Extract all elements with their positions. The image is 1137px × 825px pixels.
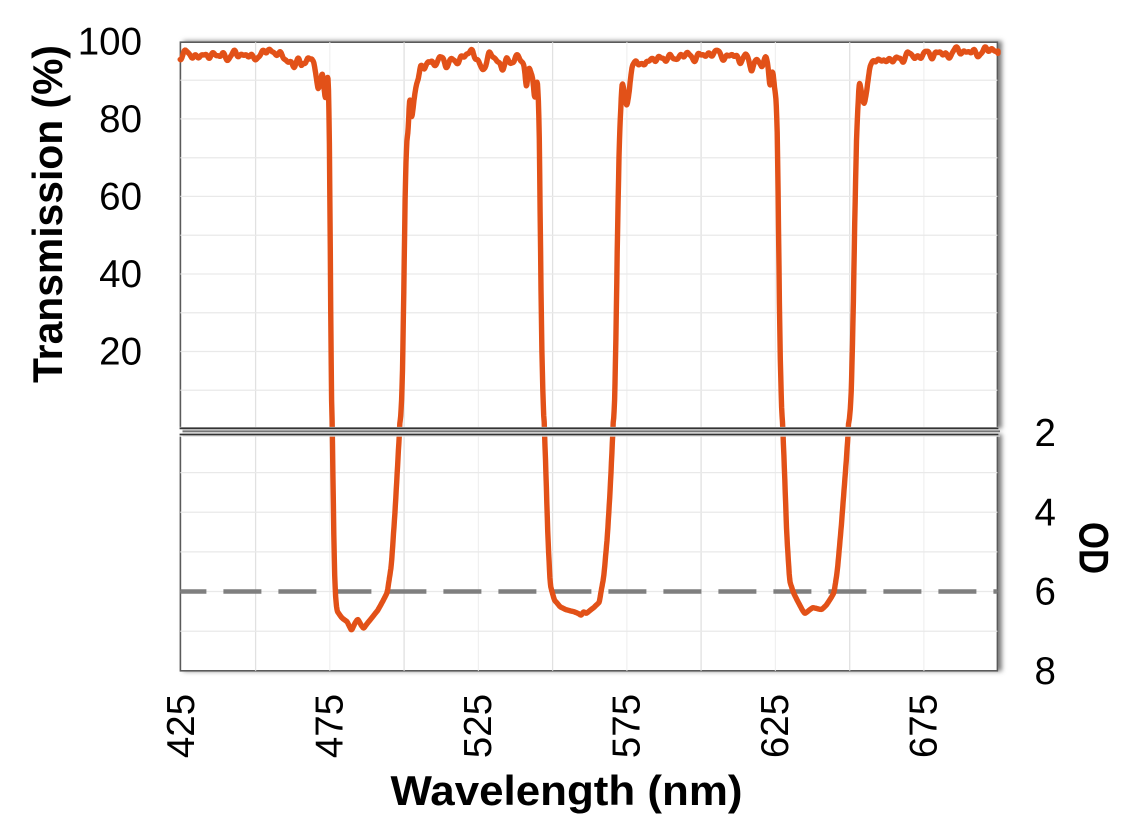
- svg-text:625: 625: [754, 694, 797, 758]
- svg-text:Transmission (%): Transmission (%): [24, 45, 71, 383]
- svg-text:475: 475: [309, 694, 352, 758]
- svg-text:40: 40: [99, 253, 142, 296]
- svg-text:425: 425: [160, 694, 203, 758]
- svg-text:80: 80: [99, 98, 142, 141]
- svg-text:20: 20: [99, 331, 142, 374]
- svg-text:4: 4: [1035, 491, 1056, 534]
- svg-text:525: 525: [457, 694, 500, 758]
- svg-text:8: 8: [1035, 650, 1056, 693]
- svg-text:2: 2: [1035, 412, 1056, 455]
- svg-text:100: 100: [78, 21, 142, 64]
- svg-text:Wavelength (nm): Wavelength (nm): [391, 767, 743, 814]
- svg-text:OD: OD: [1071, 522, 1118, 574]
- svg-text:6: 6: [1035, 571, 1056, 614]
- svg-text:60: 60: [99, 176, 142, 219]
- svg-text:575: 575: [606, 694, 649, 758]
- svg-text:675: 675: [903, 694, 946, 758]
